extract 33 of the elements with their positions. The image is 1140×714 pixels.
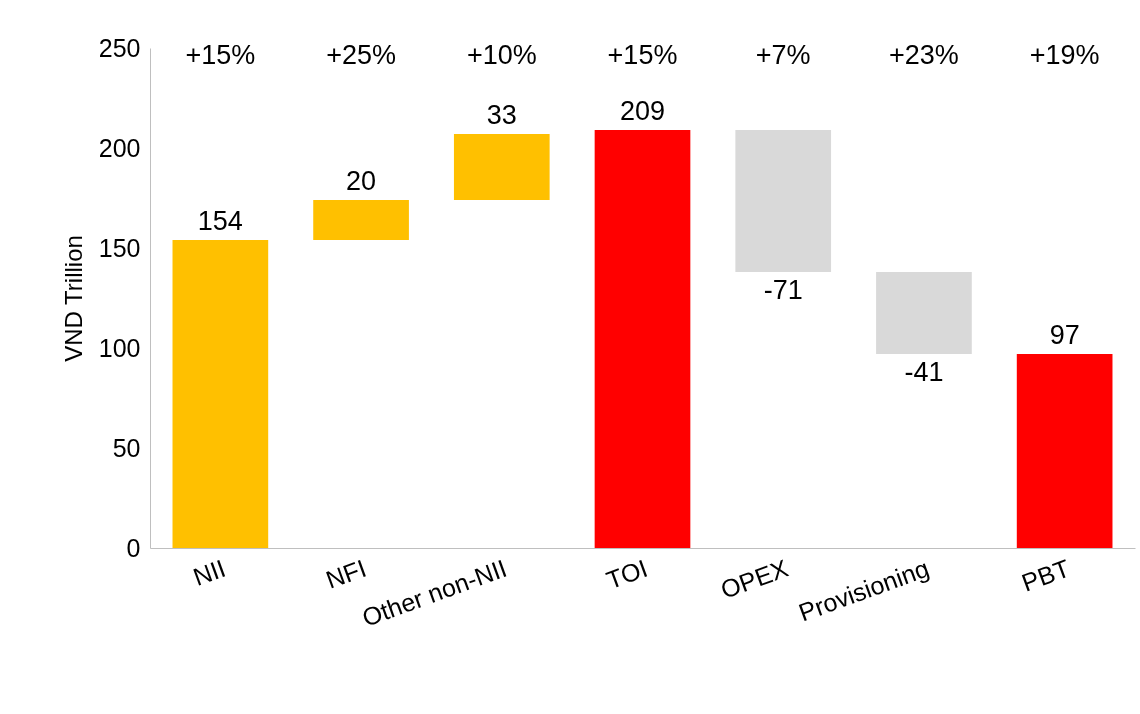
bar	[594, 130, 691, 548]
annotation: +15%	[185, 40, 256, 70]
annotation: +7%	[755, 40, 811, 70]
data-label: 209	[619, 96, 666, 126]
x-tick-label: OPEX	[716, 553, 793, 604]
annotation: +15%	[607, 40, 678, 70]
bar	[735, 130, 832, 272]
y-tick-label: 250	[98, 33, 141, 62]
bar	[1016, 354, 1113, 548]
x-tick-label: TOI	[602, 553, 652, 595]
y-tick-label: 150	[98, 233, 141, 262]
x-tick-label: NII	[189, 553, 229, 591]
annotation: +19%	[1029, 40, 1100, 70]
y-tick-label: 200	[98, 133, 141, 162]
x-tick-label: NFI	[322, 553, 370, 594]
y-tick-label: 50	[112, 433, 141, 462]
data-label: -41	[904, 357, 944, 387]
x-tick-label: PBT	[1017, 553, 1074, 597]
bar	[453, 134, 550, 200]
annotation: +25%	[326, 40, 396, 70]
annotation: +23%	[889, 40, 959, 70]
y-tick-label: 100	[98, 333, 141, 362]
data-label: 20	[346, 166, 377, 196]
bar	[172, 240, 269, 548]
bar	[313, 200, 409, 240]
annotation: +10%	[466, 40, 537, 70]
y-axis-title: VND Trillion	[59, 235, 87, 362]
data-label: 97	[1049, 320, 1080, 350]
data-label: -71	[763, 275, 803, 305]
data-label: 154	[197, 206, 243, 236]
data-label: 33	[486, 100, 517, 130]
bar	[876, 272, 972, 354]
y-tick-label: 0	[126, 533, 141, 562]
